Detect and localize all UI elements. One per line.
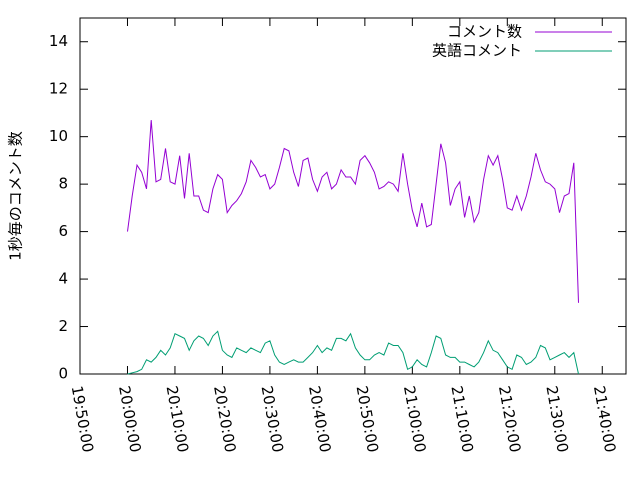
x-tick-label: 20:20:00: [210, 384, 239, 453]
plot-border: [79, 17, 627, 375]
series-line: [127, 330, 579, 375]
y-tick-label: 2: [58, 317, 68, 335]
y-tick-label: 6: [58, 222, 68, 240]
series-line: [127, 120, 579, 303]
x-tick-label: 20:40:00: [305, 384, 334, 453]
x-tick-label: 20:50:00: [352, 384, 381, 453]
legend-label: コメント数: [447, 23, 522, 41]
y-tick-label: 10: [49, 127, 68, 145]
y-axis-label: 1秒毎のコメント数: [7, 131, 25, 261]
y-tick-label: 14: [49, 32, 68, 50]
x-tick-label: 19:50:00: [68, 384, 97, 453]
y-tick-label: 4: [58, 270, 68, 288]
x-tick-label: 21:40:00: [590, 384, 619, 453]
x-tick-label: 20:00:00: [115, 384, 144, 453]
x-tick-label: 21:30:00: [542, 384, 571, 453]
legend-label: 英語コメント: [432, 42, 522, 60]
y-tick-label: 0: [58, 365, 68, 383]
x-tick-label: 21:00:00: [400, 384, 429, 453]
y-tick-label: 8: [58, 175, 68, 193]
x-tick-label: 21:10:00: [447, 384, 476, 453]
x-tick-label: 20:10:00: [163, 384, 192, 453]
x-tick-label: 21:20:00: [495, 384, 524, 453]
x-tick-label: 20:30:00: [258, 384, 287, 453]
y-tick-label: 12: [49, 80, 68, 98]
